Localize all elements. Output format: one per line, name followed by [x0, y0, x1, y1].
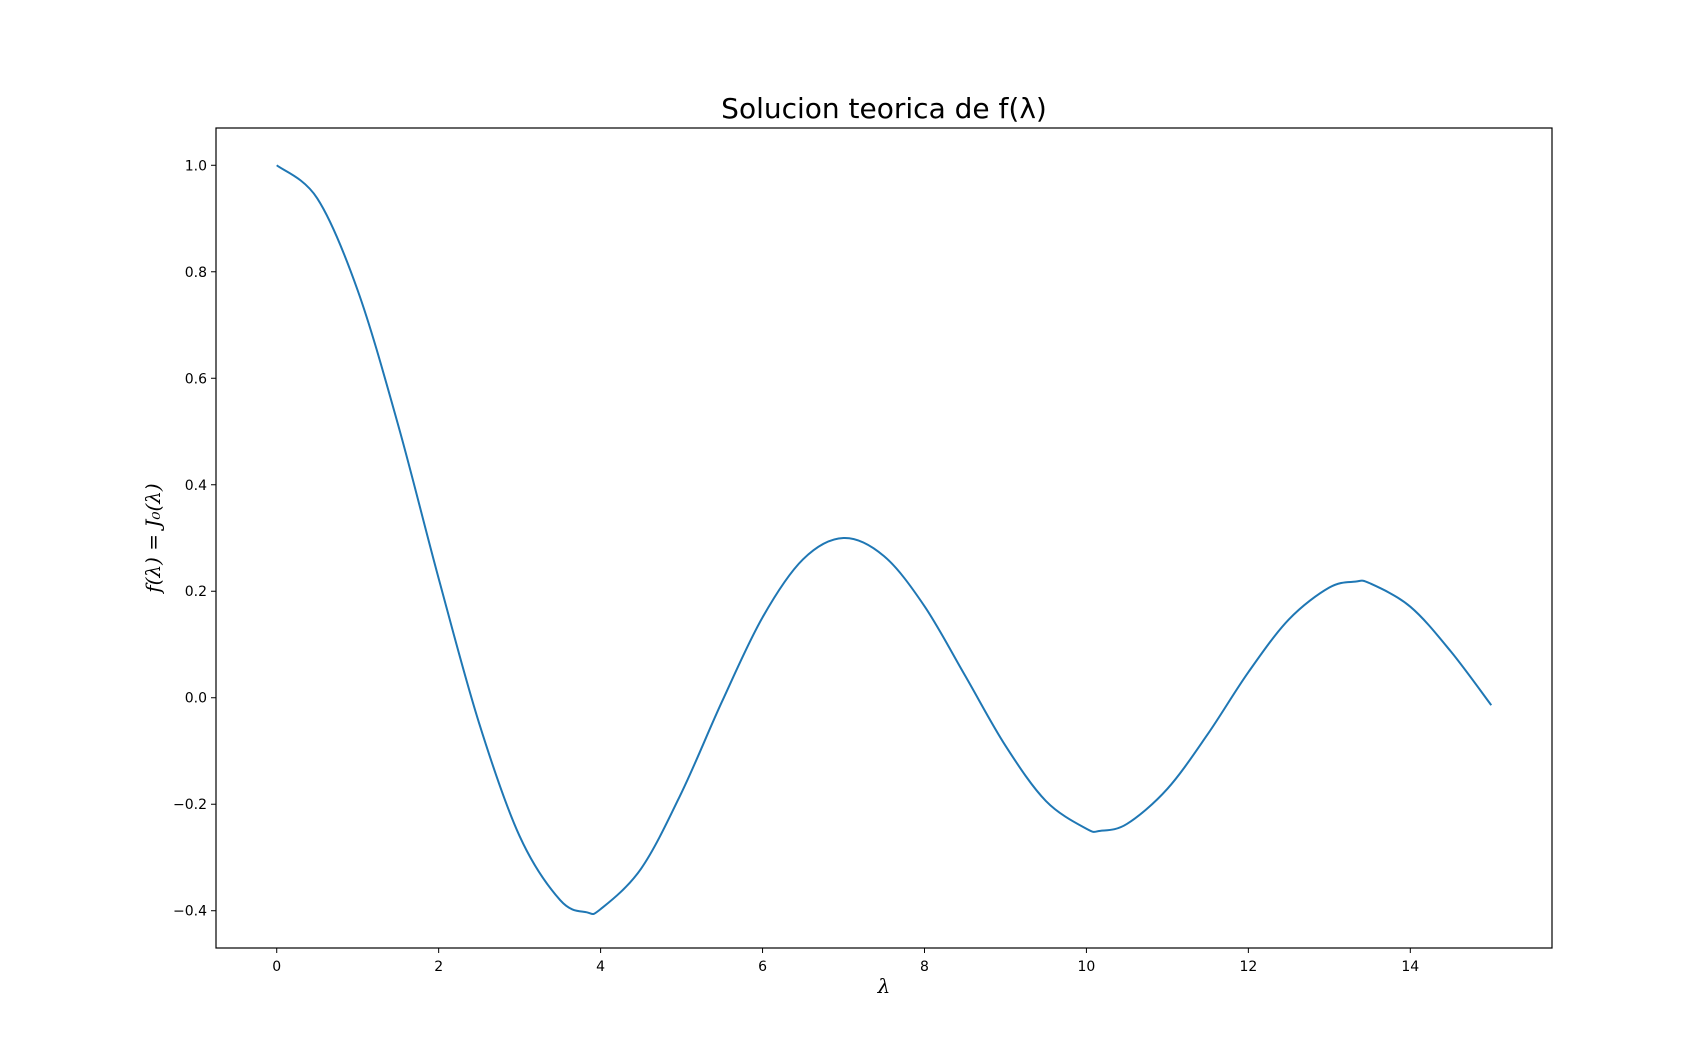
y-axis-label: f(λ) = J₀(λ)	[141, 483, 165, 594]
x-tick-label: 0	[272, 959, 281, 975]
chart-title: Solucion teorica de f(λ)	[721, 92, 1047, 125]
x-tick-label: 4	[596, 959, 605, 975]
y-tick-label: −0.4	[173, 904, 207, 920]
y-tick-label: 0.4	[185, 478, 207, 494]
x-tick-label: 10	[1078, 959, 1096, 975]
series-line	[276, 164, 1493, 916]
y-tick-label: 0.6	[185, 371, 207, 387]
y-tick-label: 0.8	[185, 265, 207, 281]
x-tick-label: 2	[434, 959, 443, 975]
x-tick-label: 14	[1401, 959, 1419, 975]
plot-frame	[215, 127, 1553, 949]
x-tick-label: 8	[920, 959, 929, 975]
x-tick-label: 6	[758, 959, 767, 975]
x-axis-label: λ	[877, 974, 891, 998]
x-axis-ticks: 0 2 4 6 8 10 12 14	[272, 948, 1419, 975]
y-tick-label: 1.0	[185, 158, 207, 174]
y-tick-label: −0.2	[173, 797, 207, 813]
x-tick-label: 12	[1239, 959, 1257, 975]
y-tick-label: 0.2	[185, 584, 207, 600]
y-tick-label: 0.0	[185, 691, 207, 707]
y-axis-ticks: −0.4 −0.2 0.0 0.2 0.4 0.6 0.8 1.0	[173, 158, 216, 920]
